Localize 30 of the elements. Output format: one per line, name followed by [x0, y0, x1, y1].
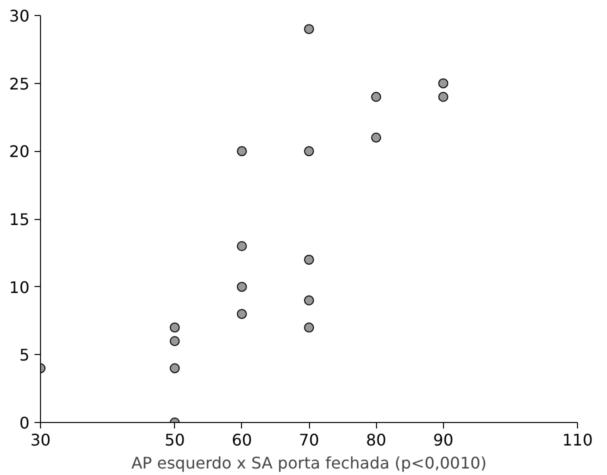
- x-tick-label: 70: [298, 430, 320, 450]
- x-tick-label: 50: [164, 430, 185, 450]
- x-tick-label: 110: [562, 430, 593, 450]
- point: [236, 241, 247, 252]
- point: [236, 282, 247, 292]
- y-tick-label: 15: [9, 210, 30, 229]
- point: [371, 132, 382, 143]
- point: [304, 24, 314, 34]
- point: [170, 336, 180, 346]
- y-tick-label: 0: [19, 414, 30, 432]
- point: [304, 295, 314, 306]
- point: [371, 92, 382, 102]
- x-tick-label: 80: [366, 430, 386, 450]
- point: [304, 146, 314, 156]
- y-tick-label: 30: [9, 6, 30, 26]
- point: [236, 146, 247, 156]
- x-tick-label: 60: [232, 430, 252, 450]
- x-axis-title: AP esquerdo x SA porta fechada (p<0,0010): [131, 454, 487, 472]
- point: [170, 363, 180, 374]
- y-tick-label: 25: [9, 74, 30, 94]
- y-tick-label: 5: [19, 346, 30, 365]
- point: [438, 92, 448, 102]
- point: [170, 322, 180, 333]
- x-tick-label: 90: [433, 430, 454, 450]
- y-tick-label: 10: [9, 278, 30, 297]
- y-tick-label: 20: [9, 142, 30, 162]
- point: [236, 308, 247, 319]
- point: [304, 254, 314, 265]
- point: [438, 78, 448, 88]
- point: [304, 322, 314, 333]
